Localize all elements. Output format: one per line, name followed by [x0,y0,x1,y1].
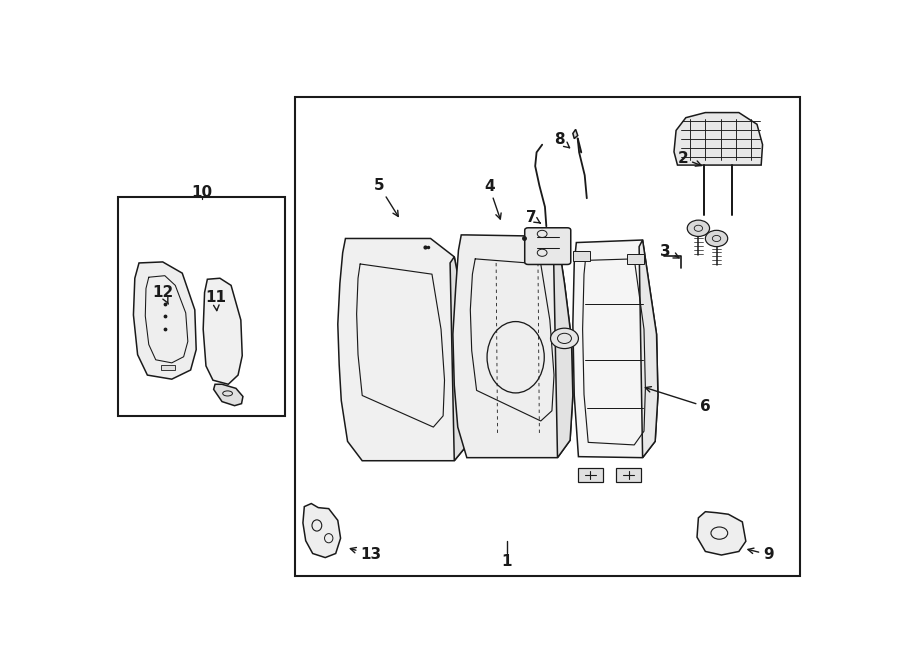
Polygon shape [674,113,762,165]
Circle shape [551,328,579,349]
Text: 2: 2 [678,151,701,166]
Polygon shape [573,240,658,457]
Text: 7: 7 [526,210,540,224]
Polygon shape [450,257,470,461]
Polygon shape [554,236,573,457]
Text: 6: 6 [645,387,711,414]
Polygon shape [213,384,243,406]
Text: 1: 1 [501,553,512,569]
Polygon shape [203,278,242,384]
Text: 3: 3 [661,244,680,259]
Polygon shape [639,240,658,457]
Polygon shape [303,504,340,557]
Text: 12: 12 [152,285,174,304]
Text: 10: 10 [191,185,212,200]
Text: 13: 13 [350,547,381,562]
Polygon shape [573,129,578,138]
Circle shape [706,230,728,247]
Text: 4: 4 [484,179,501,219]
Bar [578,468,603,482]
Bar [573,251,590,261]
FancyBboxPatch shape [525,228,571,265]
Text: 5: 5 [374,178,399,216]
Polygon shape [338,238,470,461]
Bar [161,365,176,370]
Bar [616,468,641,482]
Bar [627,254,644,264]
Text: 9: 9 [748,547,773,562]
Circle shape [688,220,709,236]
Text: 11: 11 [205,290,226,310]
Polygon shape [453,235,573,457]
Polygon shape [133,262,196,379]
Text: 8: 8 [554,132,570,148]
Polygon shape [697,512,746,555]
Bar [118,197,285,416]
Bar [295,97,799,577]
